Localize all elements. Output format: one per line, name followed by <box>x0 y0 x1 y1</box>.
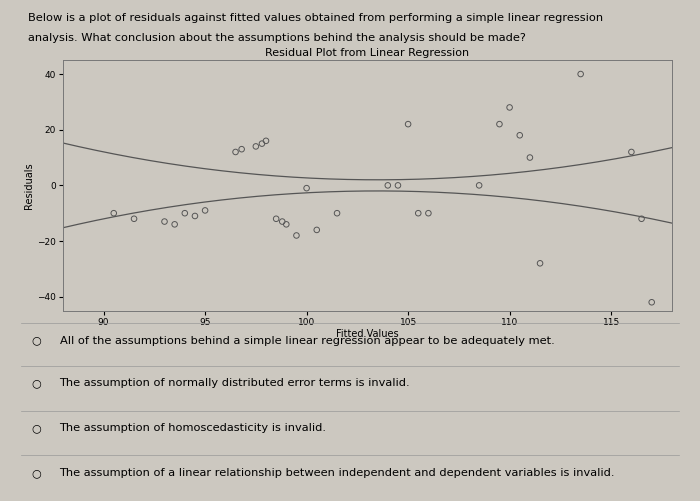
Point <box>423 209 434 217</box>
Point <box>535 260 546 268</box>
Text: The assumption of normally distributed error terms is invalid.: The assumption of normally distributed e… <box>60 378 410 388</box>
Text: analysis. What conclusion about the assumptions behind the analysis should be ma: analysis. What conclusion about the assu… <box>28 33 526 43</box>
Text: The assumption of a linear relationship between independent and dependent variab: The assumption of a linear relationship … <box>60 468 615 478</box>
Text: The assumption of homoscedasticity is invalid.: The assumption of homoscedasticity is in… <box>60 423 326 433</box>
Point <box>159 217 170 225</box>
Title: Residual Plot from Linear Regression: Residual Plot from Linear Regression <box>265 48 470 58</box>
Point <box>301 184 312 192</box>
Point <box>236 145 247 153</box>
Point <box>494 120 505 128</box>
Y-axis label: Residuals: Residuals <box>25 162 34 209</box>
Point <box>626 148 637 156</box>
Point <box>393 181 404 189</box>
Text: ○: ○ <box>32 336 41 346</box>
Point <box>312 226 323 234</box>
Text: ○: ○ <box>32 423 41 433</box>
Point <box>169 220 181 228</box>
Point <box>514 131 526 139</box>
Point <box>413 209 424 217</box>
Point <box>636 215 648 223</box>
Point <box>260 137 272 145</box>
Point <box>190 212 201 220</box>
Point <box>256 140 267 148</box>
Point <box>474 181 485 189</box>
Point <box>129 215 140 223</box>
Point <box>271 215 282 223</box>
Point <box>382 181 393 189</box>
Point <box>230 148 241 156</box>
Point <box>199 206 211 214</box>
Point <box>402 120 414 128</box>
Point <box>108 209 120 217</box>
Point <box>332 209 343 217</box>
X-axis label: Fitted Values: Fitted Values <box>336 329 399 339</box>
Text: Below is a plot of residuals against fitted values obtained from performing a si: Below is a plot of residuals against fit… <box>28 13 603 23</box>
Point <box>276 217 288 225</box>
Text: ○: ○ <box>32 378 41 388</box>
Point <box>524 153 536 161</box>
Point <box>646 298 657 306</box>
Point <box>179 209 190 217</box>
Point <box>575 70 587 78</box>
Point <box>281 220 292 228</box>
Text: All of the assumptions behind a simple linear regression appear to be adequately: All of the assumptions behind a simple l… <box>60 336 554 346</box>
Point <box>291 231 302 239</box>
Point <box>504 103 515 111</box>
Text: ○: ○ <box>32 468 41 478</box>
Point <box>251 142 262 150</box>
